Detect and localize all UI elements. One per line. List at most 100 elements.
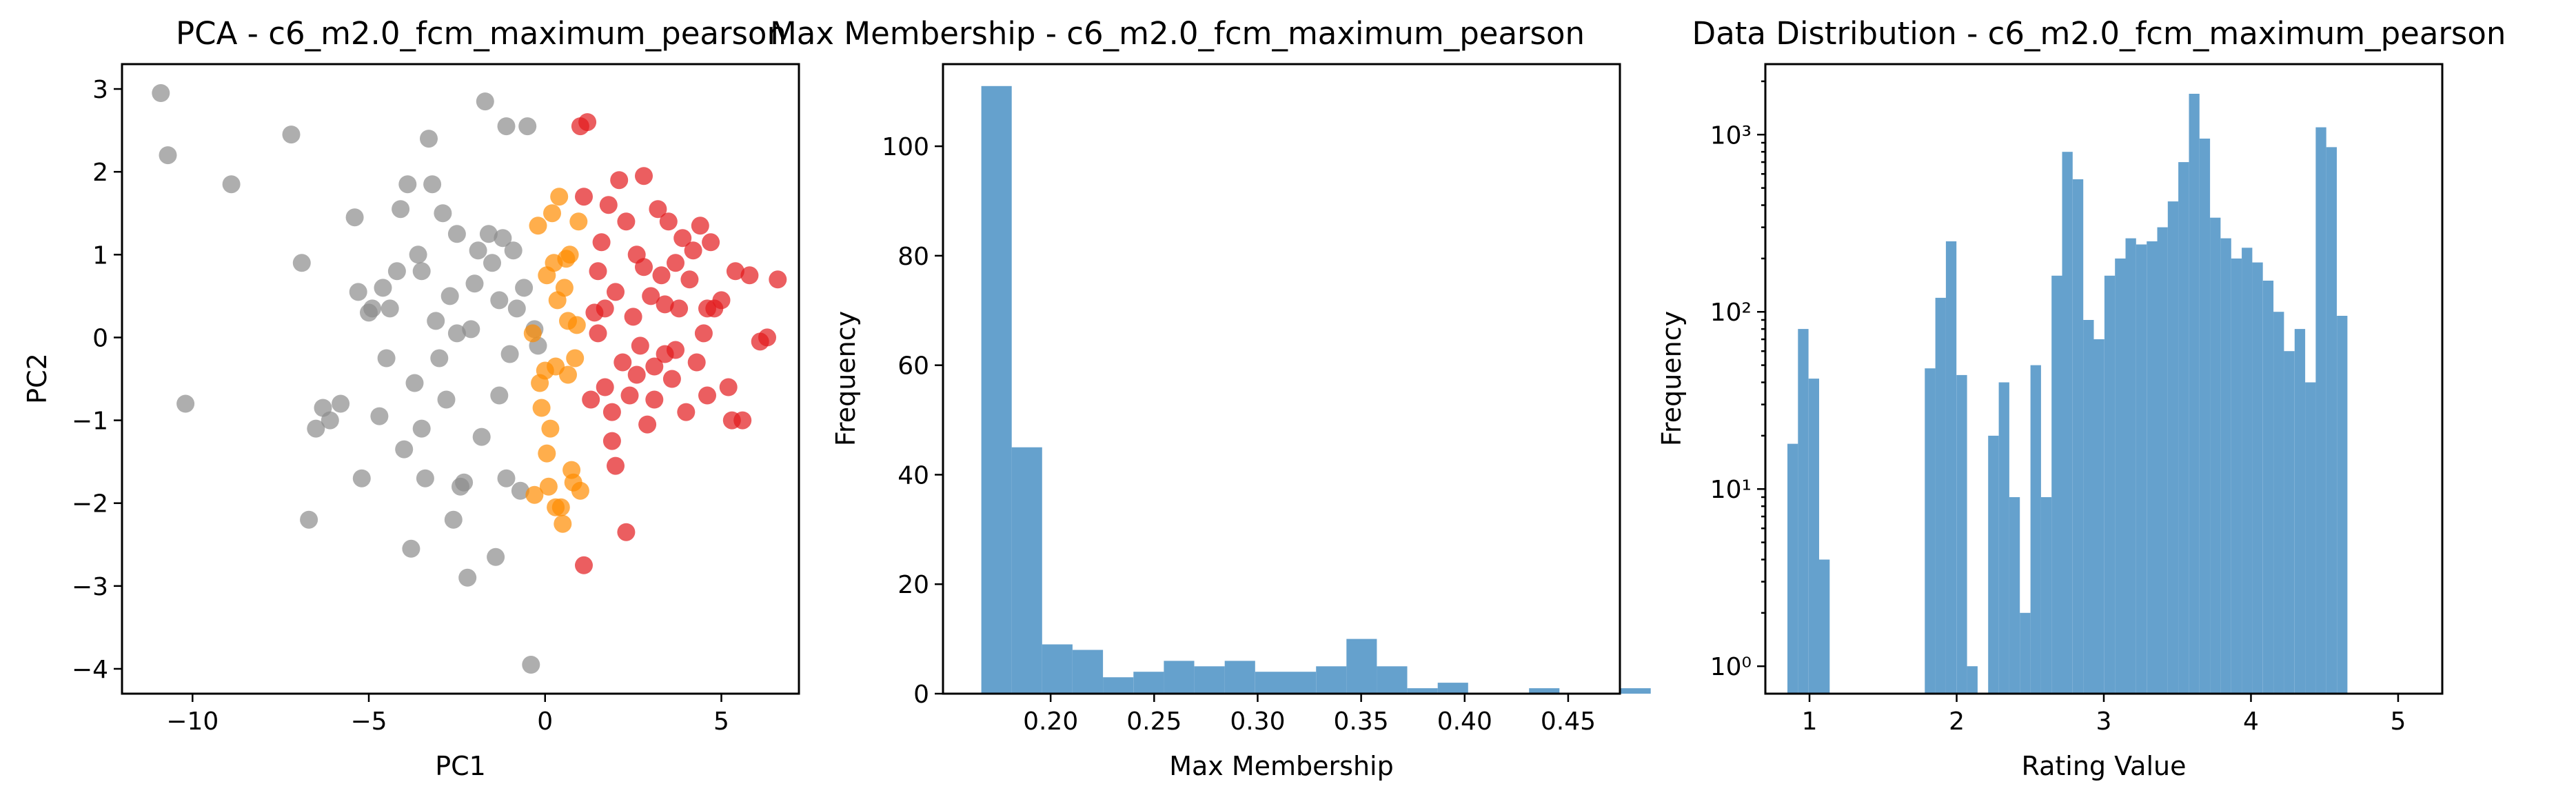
scatter-point (416, 469, 434, 488)
histogram-bar (1073, 650, 1104, 694)
scatter-point (758, 328, 776, 347)
scatter-point (620, 386, 639, 405)
scatter-point (525, 485, 544, 504)
histogram-bar (2231, 258, 2242, 694)
distribution-x-ticks: 1 2 3 4 5 (1802, 694, 2406, 736)
scatter-point (602, 432, 621, 450)
histogram-bar (2337, 316, 2348, 694)
scatter-point (610, 171, 629, 190)
x-tick-label: 4 (2243, 707, 2259, 736)
scatter-point (472, 428, 491, 446)
distribution-y-label: Frequency (1656, 311, 1687, 446)
scatter-point (659, 212, 678, 231)
histogram-bar (1935, 297, 1946, 694)
histogram-bar (1255, 672, 1286, 694)
scatter-point (282, 125, 301, 144)
y-tick-label: 10³ (1710, 121, 1752, 150)
scatter-point (719, 378, 738, 396)
scatter-point (440, 287, 459, 305)
x-tick-label: 5 (713, 707, 729, 736)
scatter-point (387, 262, 406, 281)
scatter-point (538, 444, 556, 463)
x-tick-label: 0.30 (1230, 707, 1285, 736)
histogram-bar (2147, 241, 2158, 694)
histogram-bar (2262, 281, 2274, 694)
x-tick-label: 0 (537, 707, 553, 736)
histogram-bar (2072, 179, 2084, 694)
scatter-point (652, 266, 671, 285)
scatter-point (500, 345, 519, 363)
histogram-bar (1407, 688, 1438, 694)
histogram-bar (981, 86, 1012, 694)
scatter-point (529, 217, 547, 235)
histogram-bar (2178, 162, 2189, 694)
scatter-point (504, 241, 523, 260)
histogram-bar (2020, 612, 2031, 694)
scatter-point (722, 411, 741, 430)
membership-title: Max Membership - c6_m2.0_fcm_maximum_pea… (770, 15, 1585, 52)
scatter-point (402, 539, 420, 558)
histogram-bar (1967, 666, 1978, 694)
scatter-point (518, 117, 537, 136)
scatter-point (645, 390, 664, 409)
scatter-point (567, 316, 586, 334)
scatter-point (381, 299, 399, 318)
scatter-point (152, 84, 170, 102)
histogram-bar (2104, 275, 2116, 694)
scatter-point (662, 370, 681, 388)
scatter-point (321, 411, 339, 430)
y-tick-label: 60 (897, 352, 929, 381)
scatter-point (550, 188, 569, 206)
scatter-point (420, 130, 438, 148)
histogram-bar (2125, 238, 2136, 694)
histogram-bar (2315, 127, 2326, 694)
pca-y-label: PC2 (22, 353, 52, 404)
scatter-point (554, 514, 572, 533)
scatter-point (511, 481, 529, 500)
scatter-point (539, 477, 558, 496)
histogram-bar (1819, 559, 1830, 694)
distribution-histogram-panel: Data Distribution - c6_m2.0_fcm_maximum_… (1656, 15, 2506, 781)
scatter-point (589, 324, 607, 343)
scatter-point (532, 399, 551, 417)
scatter-point (349, 283, 367, 301)
scatter-point (694, 324, 713, 343)
y-tick-label: −1 (72, 408, 108, 436)
histogram-bar (1925, 368, 1936, 694)
scatter-point (332, 394, 350, 413)
histogram-bar (1103, 677, 1134, 694)
histogram-bar (1798, 329, 1809, 694)
x-tick-label: 0.25 (1126, 707, 1181, 736)
histogram-bar (1945, 241, 1957, 694)
scatter-point (560, 245, 579, 264)
membership-x-label: Max Membership (1169, 751, 1394, 781)
distribution-y-ticks: 10⁰ 10¹ 10² 10³ (1710, 80, 1765, 681)
scatter-point (159, 146, 177, 165)
scatter-point (462, 320, 480, 339)
scatter-point (543, 204, 561, 223)
scatter-point (483, 254, 501, 272)
scatter-point (427, 312, 445, 330)
pca-x-label: PC1 (435, 751, 486, 781)
scatter-point (555, 279, 574, 297)
histogram-bar (1529, 688, 1560, 694)
histogram-bar (2009, 497, 2020, 694)
scatter-point (352, 469, 371, 488)
histogram-bar (1988, 435, 1999, 694)
x-tick-label: 5 (2391, 707, 2406, 736)
histogram-bar (1133, 672, 1164, 694)
histogram-bar (2252, 262, 2263, 694)
histogram-bar (1437, 683, 1468, 694)
y-tick-label: 10⁰ (1710, 653, 1752, 681)
y-tick-label: 80 (897, 243, 929, 271)
histogram-bar (2040, 497, 2052, 694)
scatter-point (677, 403, 696, 421)
histogram-bar (2167, 201, 2179, 694)
y-tick-label: −2 (72, 490, 108, 519)
y-tick-label: 10² (1710, 299, 1752, 327)
scatter-point (395, 440, 414, 459)
scatter-point (398, 175, 417, 194)
scatter-point (592, 233, 611, 252)
scatter-point (531, 374, 549, 392)
